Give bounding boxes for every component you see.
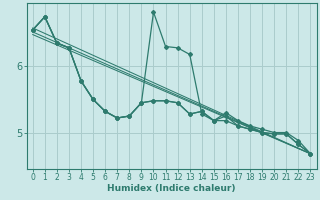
X-axis label: Humidex (Indice chaleur): Humidex (Indice chaleur) bbox=[107, 184, 236, 193]
